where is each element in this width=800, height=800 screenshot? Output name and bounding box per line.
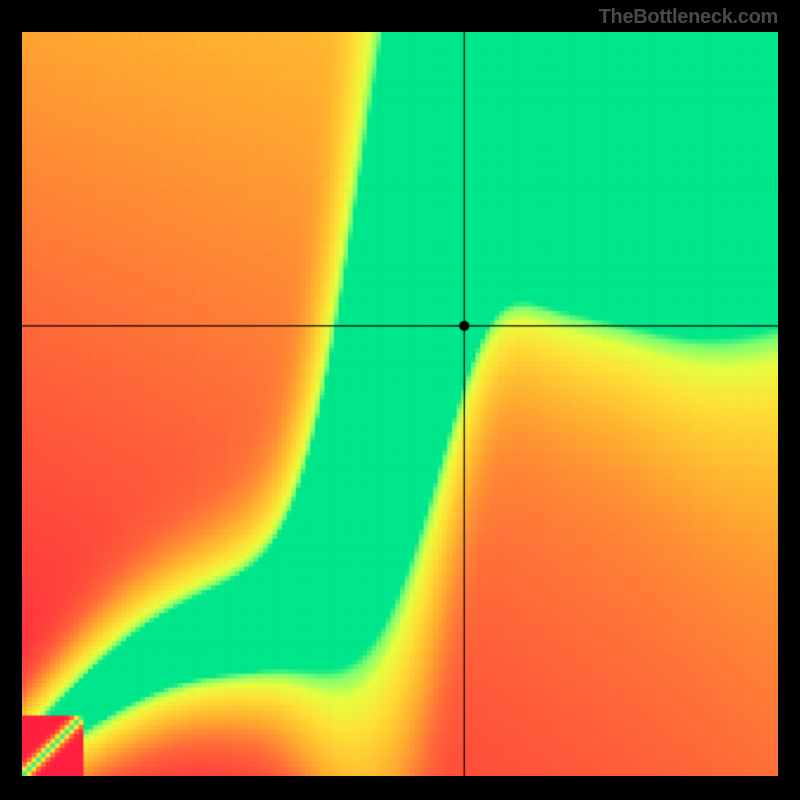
- heatmap-chart: [22, 32, 778, 776]
- watermark-text: TheBottleneck.com: [599, 6, 778, 29]
- heatmap-canvas: [22, 32, 778, 776]
